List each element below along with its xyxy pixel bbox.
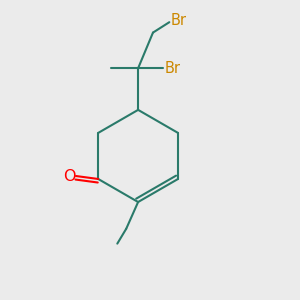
Text: Br: Br (171, 13, 187, 28)
Text: O: O (63, 169, 76, 184)
Text: Br: Br (165, 61, 181, 76)
